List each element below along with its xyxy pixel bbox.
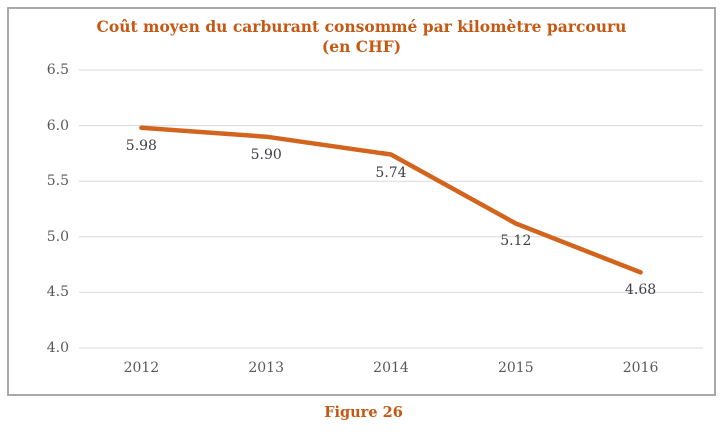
data-point-label: 4.68 <box>625 282 657 299</box>
y-axis-tick-label: 4.0 <box>46 340 69 356</box>
data-point-label: 5.12 <box>500 233 532 250</box>
y-axis-tick-label: 6.0 <box>46 117 69 134</box>
y-axis-tick-label: 6.5 <box>46 62 69 78</box>
chart-title-line-2: (en CHF) <box>321 37 402 56</box>
figure-caption: Figure 26 <box>324 404 403 421</box>
chart-title: Coût moyen du carburant consommé par kil… <box>9 17 714 57</box>
data-series-line <box>139 125 643 275</box>
x-axis-label: 2013 <box>248 360 284 376</box>
data-point-label: 5.98 <box>125 137 157 154</box>
data-point-label: 5.90 <box>250 146 282 163</box>
plot-area <box>79 69 703 349</box>
chart-title-line-1: Coût moyen du carburant consommé par kil… <box>96 17 627 36</box>
y-axis-tick-label: 5.5 <box>46 173 69 190</box>
x-axis-label: 2016 <box>622 360 659 376</box>
y-axis-tick-label: 5.0 <box>46 228 69 245</box>
chart-frame: Coût moyen du carburant consommé par kil… <box>7 7 716 396</box>
x-axis-label: 2012 <box>123 360 160 376</box>
data-point-label: 5.74 <box>375 164 407 181</box>
y-axis-tick-label: 4.5 <box>46 284 69 301</box>
x-axis-label: 2014 <box>373 360 409 376</box>
x-axis-label: 2015 <box>497 360 534 376</box>
